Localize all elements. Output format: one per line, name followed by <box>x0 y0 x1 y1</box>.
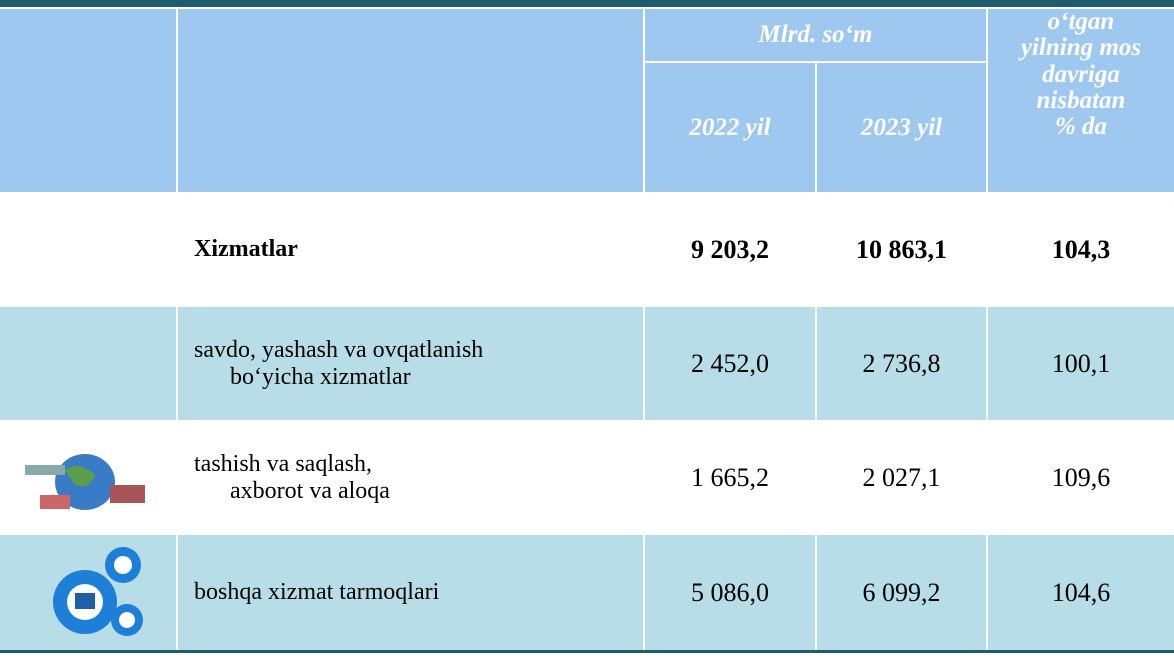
label-line: tashish va saqlash, <box>194 450 372 477</box>
change-label-line: nisbatan <box>1036 86 1126 114</box>
value: 2 027,1 <box>862 462 941 492</box>
value-cell: 6 099,2 <box>817 533 988 650</box>
label-line: savdo, yashash va ovqatlanish <box>194 336 484 363</box>
value-cell: 2 736,8 <box>817 307 988 420</box>
value: 104,3 <box>1051 234 1111 264</box>
header-year: 2023 yil <box>817 63 988 192</box>
value: 109,6 <box>1051 462 1111 492</box>
row-label: Xizmatlar <box>178 192 645 307</box>
value: 100,1 <box>1051 348 1111 378</box>
label-line: boshqa xizmat tarmoqlari <box>194 579 440 605</box>
pct-cell: 100,1 <box>988 307 1174 420</box>
year-label: 2022 yil <box>689 113 771 141</box>
change-label-line: o‘tgan <box>1047 8 1115 35</box>
value-cell: 10 863,1 <box>817 192 988 307</box>
change-label-line: % da <box>1054 113 1108 140</box>
header-year: 2022 yil <box>645 63 817 192</box>
value-cell: 1 665,2 <box>645 420 817 533</box>
label-line: bo‘yicha xizmatlar <box>230 363 411 390</box>
value: 2 736,8 <box>862 348 941 378</box>
value: 6 099,2 <box>862 577 941 607</box>
label-line: Xizmatlar <box>194 236 298 262</box>
unit-label: Mlrd. so‘m <box>758 21 873 48</box>
value-cell: 2 452,0 <box>645 307 817 420</box>
value: 2 452,0 <box>691 348 769 378</box>
header-blank <box>0 9 178 192</box>
value: 10 863,1 <box>856 234 947 264</box>
pct-cell: 109,6 <box>988 420 1174 533</box>
top-bar <box>0 0 1174 7</box>
row-label: tashish va saqlash, axborot va aloqa <box>178 420 645 533</box>
header-blank <box>178 9 645 192</box>
change-label-line: yilning mos <box>1020 34 1142 62</box>
bottom-rule <box>0 650 1174 653</box>
icon-cell <box>0 307 178 420</box>
value: 5 086,0 <box>691 577 769 607</box>
value: 1 665,2 <box>691 462 769 492</box>
pct-cell: 104,3 <box>988 192 1174 307</box>
value-cell: 5 086,0 <box>645 533 817 650</box>
icon-cell <box>0 192 178 307</box>
year-label: 2023 yil <box>860 113 943 141</box>
label-line: axborot va aloqa <box>230 477 390 504</box>
value: 104,6 <box>1051 577 1111 607</box>
pct-cell: 104,6 <box>988 533 1174 650</box>
services-icon <box>53 547 143 636</box>
transport-icon <box>25 454 145 510</box>
value-cell: 9 203,2 <box>645 192 817 307</box>
header-unit: Mlrd. so‘m <box>645 9 988 63</box>
row-label: savdo, yashash va ovqatlanish bo‘yicha xi… <box>178 307 645 420</box>
header-change: o‘tgan yilning mos davriga nisbatan% da <box>988 8 1174 192</box>
value: 9 203,2 <box>691 234 769 264</box>
change-label-line: davriga <box>1042 60 1120 88</box>
row-label: boshqa xizmat tarmoqlari <box>178 533 645 650</box>
value-cell: 2 027,1 <box>817 420 988 533</box>
